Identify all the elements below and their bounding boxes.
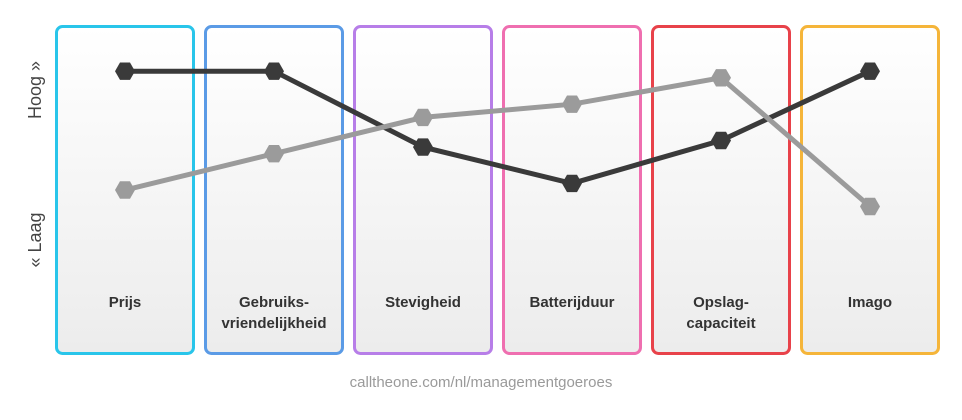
marker <box>562 95 582 113</box>
y-high-label: Hoog » <box>25 61 45 119</box>
marker <box>413 138 433 156</box>
category-label: Opslag- capaciteit <box>686 294 756 332</box>
marker <box>115 62 135 80</box>
marker <box>562 174 582 193</box>
category-label: Imago <box>847 294 893 311</box>
series-line <box>124 75 872 209</box>
marker <box>711 131 731 150</box>
marker <box>860 197 880 216</box>
marker <box>413 108 433 127</box>
marker <box>711 69 731 87</box>
marker <box>860 62 880 80</box>
category-label: Prijs <box>108 294 142 311</box>
category-label: Stevigheid <box>385 294 461 311</box>
category-label: Gebruiks- vriendelijkheid <box>221 294 327 332</box>
category-box <box>800 25 940 355</box>
source: calltheone.com/nl/managementgoeroes <box>349 374 613 391</box>
marker <box>264 145 284 163</box>
y-low-label: « Laag <box>25 212 45 267</box>
marker <box>264 62 284 80</box>
category-box <box>353 25 493 355</box>
marker <box>115 181 135 199</box>
category-label: Batterijduur <box>529 294 615 311</box>
category-box <box>204 25 344 355</box>
series-line <box>125 68 872 186</box>
